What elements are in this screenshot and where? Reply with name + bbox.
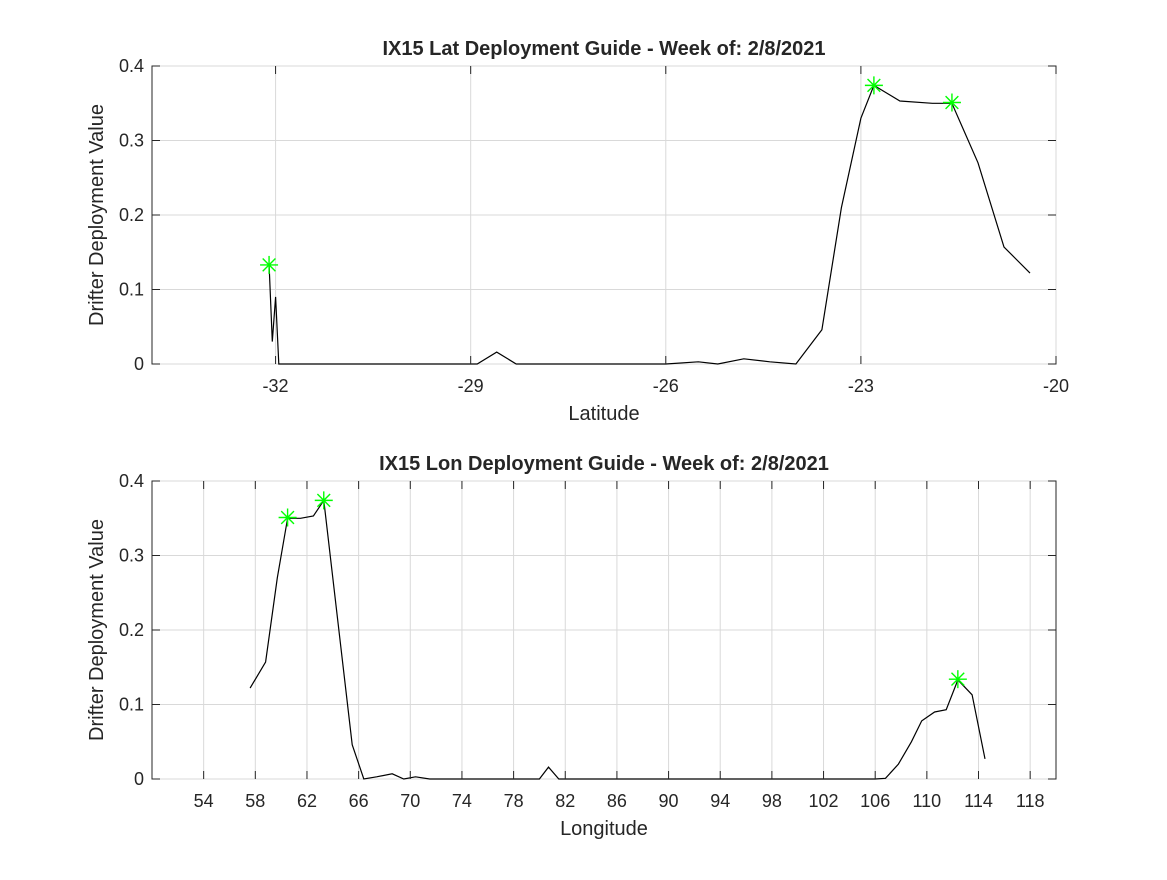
- peak-marker: [278, 508, 297, 527]
- marker-group: [260, 76, 961, 274]
- x-tick-label: 86: [607, 791, 627, 811]
- chart-title: IX15 Lon Deployment Guide - Week of: 2/8…: [379, 453, 829, 475]
- x-tick-label: 118: [1016, 791, 1045, 811]
- x-tick-label: -26: [653, 376, 679, 396]
- marker-group: [278, 491, 967, 689]
- peak-marker: [948, 670, 967, 689]
- x-axis-label: Longitude: [560, 818, 648, 840]
- y-tick-label: 0: [134, 354, 144, 374]
- marker-stroke: [945, 95, 959, 110]
- peak-marker: [864, 76, 883, 95]
- marker-stroke: [262, 258, 276, 272]
- y-tick-label: 0.3: [119, 546, 144, 566]
- y-tick-label: 0.1: [119, 695, 144, 715]
- y-tick-label: 0.3: [119, 131, 144, 151]
- x-tick-label: 62: [297, 791, 317, 811]
- x-tick-label: -29: [458, 376, 484, 396]
- y-axis-label: Drifter Deployment Value: [86, 104, 108, 326]
- x-tick-label: 58: [245, 791, 265, 811]
- tick-label-group: -32 -29 -26 -23 -20 0 0.1 0.2 0.3 0.4: [119, 56, 1069, 396]
- x-tick-label: 106: [860, 791, 890, 811]
- marker-stroke: [316, 493, 331, 508]
- x-tick-label: 66: [349, 791, 369, 811]
- x-tick-label: 94: [710, 791, 730, 811]
- x-tick-label: -20: [1043, 376, 1069, 396]
- x-tick-label: 98: [762, 791, 782, 811]
- lon-subplot: 54 58 62 66 70 74 78 82 86 90 94 98 102 106 110 114 118 0…: [86, 453, 1057, 840]
- lat-subplot: -32 -29 -26 -23 -20 0 0.1 0.2 0.3 0.4 IX15 Lat De…: [86, 38, 1069, 425]
- x-tick-label: 114: [964, 791, 993, 811]
- x-tick-label: 90: [659, 791, 679, 811]
- y-tick-label: 0.1: [119, 280, 144, 300]
- y-tick-label: 0.4: [119, 471, 144, 491]
- x-tick-label: 70: [400, 791, 420, 811]
- tick-group: [152, 65, 1057, 365]
- marker-stroke: [950, 672, 965, 687]
- y-tick-label: 0.2: [119, 205, 144, 225]
- chart-title: IX15 Lat Deployment Guide - Week of: 2/8…: [382, 38, 825, 60]
- x-tick-label: 78: [504, 791, 524, 811]
- series-line: [268, 84, 1031, 365]
- y-tick-label: 0: [134, 769, 144, 789]
- y-tick-label: 0.2: [119, 620, 144, 640]
- y-tick-label: 0.4: [119, 56, 144, 76]
- x-tick-label: 110: [913, 791, 942, 811]
- x-tick-label: 54: [194, 791, 214, 811]
- y-axis-label: Drifter Deployment Value: [86, 519, 108, 741]
- x-tick-label: -23: [848, 376, 874, 396]
- peak-marker: [260, 255, 279, 274]
- tick-group: [152, 480, 1056, 780]
- peak-marker: [314, 491, 333, 510]
- marker-stroke: [867, 78, 881, 93]
- x-tick-label: 74: [452, 791, 472, 811]
- peak-marker: [942, 93, 961, 112]
- x-tick-label: 82: [555, 791, 575, 811]
- marker-stroke: [280, 510, 295, 525]
- tick-label-group: 54 58 62 66 70 74 78 82 86 90 94 98 102 106 110 114 118 0…: [119, 471, 1045, 811]
- x-tick-label: 102: [809, 791, 839, 811]
- series-line: [249, 498, 986, 780]
- x-axis-label: Latitude: [568, 403, 639, 425]
- x-tick-label: -32: [263, 376, 289, 396]
- grid-lines: [152, 480, 1056, 780]
